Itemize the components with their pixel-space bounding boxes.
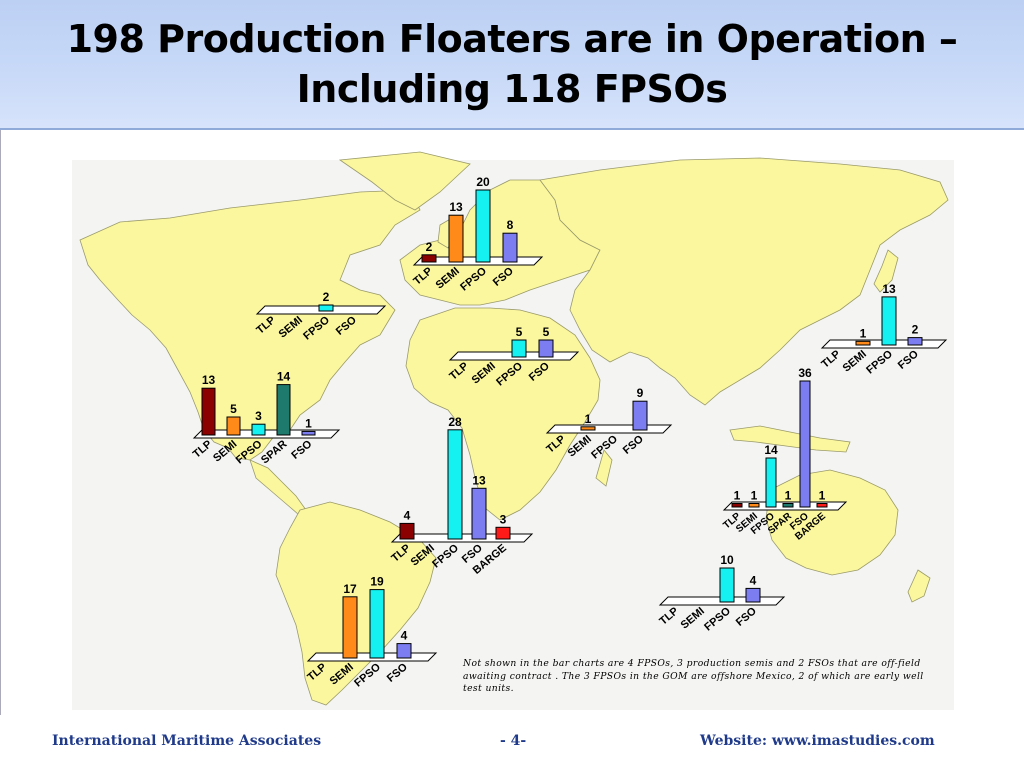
bar-value-label: 13 xyxy=(882,282,896,296)
bar-value-label: 17 xyxy=(343,582,357,596)
bar-barge xyxy=(495,526,511,540)
bar-value-label: 5 xyxy=(516,325,523,339)
bar-value-label: 3 xyxy=(500,512,507,526)
bar-value-label: 2 xyxy=(426,240,433,254)
land-indonesia xyxy=(729,425,851,453)
bar-fso xyxy=(301,430,316,436)
bar-value-label: 5 xyxy=(230,402,237,416)
map-frame xyxy=(0,130,1024,715)
bar-fpso xyxy=(318,304,334,312)
bar-value-label: 2 xyxy=(323,290,330,304)
title-line-2: Including 118 FPSOs xyxy=(296,67,728,111)
bar-fso xyxy=(396,643,412,659)
bar-fpso xyxy=(765,457,777,508)
land-madagascar xyxy=(595,449,613,487)
bar-fso xyxy=(502,232,518,263)
bar-value-label: 1 xyxy=(751,489,758,503)
bar-value-label: 1 xyxy=(819,489,826,503)
bar-semi xyxy=(448,214,464,263)
bar-value-label: 28 xyxy=(448,415,462,429)
land-asia xyxy=(539,157,949,406)
bar-semi xyxy=(342,596,358,659)
bar-fpso xyxy=(719,567,735,603)
bar-semi xyxy=(748,503,760,508)
bar-value-label: 1 xyxy=(785,489,792,503)
footer-company: International Maritime Associates xyxy=(52,733,322,749)
title-band xyxy=(0,0,1024,130)
footer-website[interactable]: Website: www.imastudies.com xyxy=(700,733,935,749)
bar-value-label: 10 xyxy=(720,553,734,567)
bar-fso xyxy=(471,487,487,540)
footnote: Not shown in the bar charts are 4 FPSOs,… xyxy=(463,658,924,694)
bar-semi xyxy=(226,416,241,436)
bar-fpso xyxy=(251,423,266,436)
bar-fso xyxy=(538,339,554,358)
bar-tlp xyxy=(201,387,216,436)
bar-value-label: 4 xyxy=(401,629,408,643)
bar-value-label: 14 xyxy=(277,370,291,384)
bar-value-label: 36 xyxy=(798,366,812,380)
bar-value-label: 14 xyxy=(764,443,778,457)
footer-page-number: - 4- xyxy=(500,733,527,749)
chart-baseline xyxy=(545,424,673,434)
bar-fso xyxy=(907,337,923,346)
bar-semi xyxy=(580,426,596,431)
bar-value-label: 4 xyxy=(750,573,757,587)
bar-value-label: 20 xyxy=(476,175,490,189)
bar-barge xyxy=(816,503,828,508)
bar-value-label: 5 xyxy=(543,325,550,339)
bar-fpso xyxy=(511,339,527,358)
land-africa xyxy=(405,307,601,521)
bar-tlp xyxy=(731,503,743,508)
title-line-1: 198 Production Floaters are in Operation… xyxy=(66,17,958,61)
bar-fpso xyxy=(881,296,897,346)
bar-tlp xyxy=(399,522,415,540)
bar-fpso xyxy=(369,589,385,659)
bar-fso xyxy=(799,380,811,508)
bar-value-label: 2 xyxy=(912,323,919,337)
bar-spar xyxy=(782,503,794,508)
bar-value-label: 9 xyxy=(637,386,644,400)
bar-fpso xyxy=(447,429,463,540)
bar-value-label: 1 xyxy=(305,416,312,430)
bar-tlp xyxy=(421,254,437,263)
bar-value-label: 1 xyxy=(585,412,592,426)
land-greenland xyxy=(338,151,471,211)
land-new-zealand xyxy=(907,569,931,603)
land-japan xyxy=(873,249,899,293)
bar-value-label: 19 xyxy=(370,575,384,589)
bar-fpso xyxy=(475,189,491,263)
bar-value-label: 1 xyxy=(734,489,741,503)
bar-spar xyxy=(276,384,291,436)
bar-fso xyxy=(632,400,648,431)
bar-value-label: 3 xyxy=(255,409,262,423)
bar-value-label: 13 xyxy=(449,200,463,214)
bar-value-label: 8 xyxy=(507,218,514,232)
bar-value-label: 13 xyxy=(472,473,486,487)
bar-fso xyxy=(745,587,761,603)
bar-semi xyxy=(855,340,871,346)
land-australia xyxy=(765,469,899,576)
bar-value-label: 1 xyxy=(860,326,867,340)
bar-value-label: 4 xyxy=(404,508,411,522)
chart-baseline xyxy=(192,429,341,439)
bar-value-label: 13 xyxy=(202,373,216,387)
page-title: 198 Production Floaters are in Operation… xyxy=(0,14,1024,114)
